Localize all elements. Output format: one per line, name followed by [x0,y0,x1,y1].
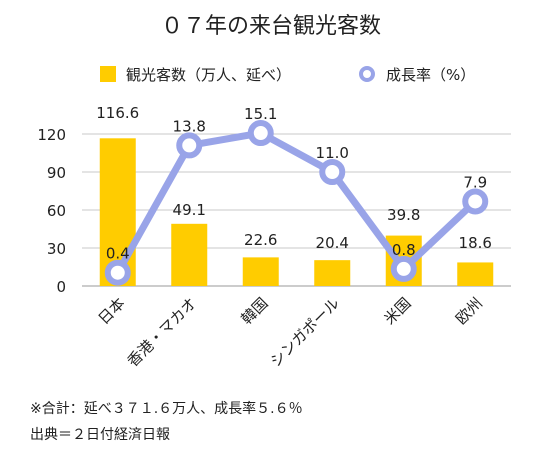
legend-swatch-line [359,66,375,82]
y-tick-label: 30 [47,240,66,258]
growth-point-2 [247,120,274,147]
bar-1 [171,223,208,286]
y-tick-label: 60 [47,202,66,220]
bar-5 [457,262,494,286]
growth-line [104,120,489,286]
x-tick-label: 香港・マカオ [124,294,200,370]
legend: 観光客数（万人、延べ） 成長率（%） [100,66,475,84]
x-tick-label: 韓国 [238,294,272,328]
bar-value-label: 18.6 [459,234,492,252]
growth-point-4 [390,255,417,282]
bar-value-label: 22.6 [244,231,277,249]
legend-label-line: 成長率（%） [386,66,475,84]
bar-value-label: 39.8 [387,206,420,224]
growth-value-label: 0.8 [392,241,416,259]
y-tick-label: 90 [47,164,66,182]
growth-value-labels: 0.4 13.8 15.1 11.0 0.8 7.9 [106,105,487,263]
growth-point-1 [176,132,203,159]
legend-label-bar: 観光客数（万人、延べ） [126,66,291,84]
bar-value-labels: 116.6 49.1 22.6 20.4 39.8 18.6 [96,104,492,252]
bar-value-label: 49.1 [173,201,206,219]
growth-value-label: 13.8 [173,117,206,135]
bars [99,138,494,286]
total-note: ※合計：延べ３７１.６万人、成長率５.６％ [30,401,303,417]
x-tick-label: 日本 [95,294,129,328]
y-tick-label: 120 [37,126,66,144]
x-tick-label: シンガポール [267,294,343,370]
bar-value-label: 116.6 [96,104,139,122]
x-tick-label: 欧州 [452,294,486,328]
x-tick-label: 米国 [381,294,415,328]
y-tick-label: 0 [56,278,66,296]
bar-3 [314,260,351,286]
y-axis-ticks: 0 30 60 90 120 [37,126,66,296]
legend-swatch-bar [100,66,116,82]
growth-value-label: 0.4 [106,245,130,263]
growth-line-path [114,129,478,275]
bar-value-label: 20.4 [316,234,349,252]
gridlines [82,133,511,287]
growth-value-label: 15.1 [244,105,277,123]
bar-2 [242,257,279,286]
source-note: 出典＝２日付経済日報 [30,427,170,443]
growth-value-label: 7.9 [463,173,487,191]
growth-value-label: 11.0 [316,144,349,162]
growth-point-0 [104,259,131,286]
growth-point-3 [319,159,346,185]
chart-title: ０７年の来台観光客数 [161,14,381,39]
growth-point-5 [462,188,489,215]
